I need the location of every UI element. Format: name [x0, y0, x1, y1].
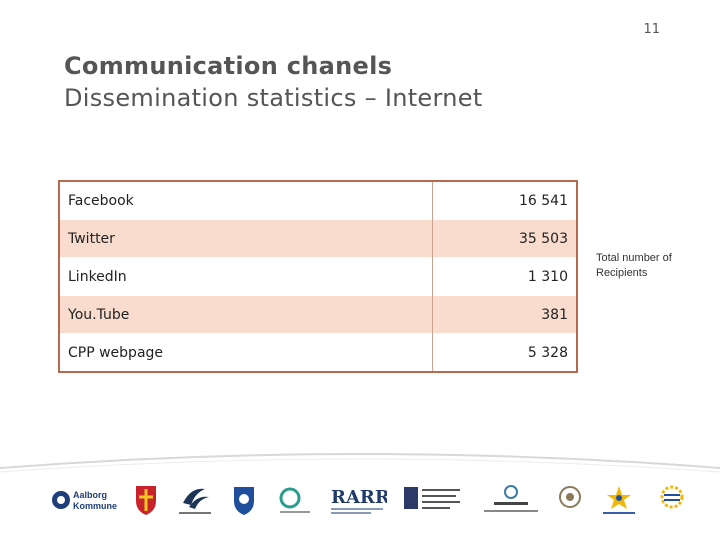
table-row: LinkedIn 1 310: [59, 257, 577, 296]
star-logo: [599, 483, 639, 517]
aalborg-logo: Aalborg Kommune: [50, 485, 118, 515]
table-row: Twitter 35 503: [59, 219, 577, 258]
page-title: Communication chanels: [64, 52, 393, 80]
ministry-logo: [402, 483, 464, 517]
channel-name: LinkedIn: [59, 257, 433, 296]
channel-name: Facebook: [59, 181, 433, 220]
university-logo: [175, 483, 215, 517]
partner-logos: Aalborg Kommune RARR: [50, 475, 690, 525]
aalborg-logo-text-1: Aalborg: [73, 490, 107, 500]
channel-value: 35 503: [432, 219, 577, 258]
nyek-logo: [480, 483, 542, 517]
channel-value: 381: [432, 295, 577, 334]
table-row: You.Tube 381: [59, 295, 577, 334]
page-number: 11: [643, 22, 660, 37]
aalborg-logo-text-2: Kommune: [73, 501, 117, 511]
ring-logo: [274, 483, 314, 517]
table-row: CPP webpage 5 328: [59, 333, 577, 372]
rarr-logo-text: RARR: [331, 487, 387, 508]
footer-curve: [0, 453, 720, 473]
title-block: Communication chanels Dissemination stat…: [64, 50, 483, 114]
shield-logo: [230, 483, 258, 517]
crest-logo: [133, 483, 159, 517]
channel-name: Twitter: [59, 219, 433, 258]
channel-value: 16 541: [432, 181, 577, 220]
channel-value: 5 328: [432, 333, 577, 372]
rarr-logo: RARR: [329, 483, 387, 517]
coat-of-arms-logo: [557, 483, 583, 517]
network-logo: [654, 483, 690, 517]
statistics-table: Facebook 16 541 Twitter 35 503 LinkedIn …: [58, 180, 578, 373]
channel-name: CPP webpage: [59, 333, 433, 372]
total-recipients-label: Total number of Recipients: [596, 252, 672, 279]
page-subtitle: Dissemination statistics – Internet: [64, 84, 483, 112]
table-row: Facebook 16 541: [59, 181, 577, 220]
channel-value: 1 310: [432, 257, 577, 296]
channel-name: You.Tube: [59, 295, 433, 334]
